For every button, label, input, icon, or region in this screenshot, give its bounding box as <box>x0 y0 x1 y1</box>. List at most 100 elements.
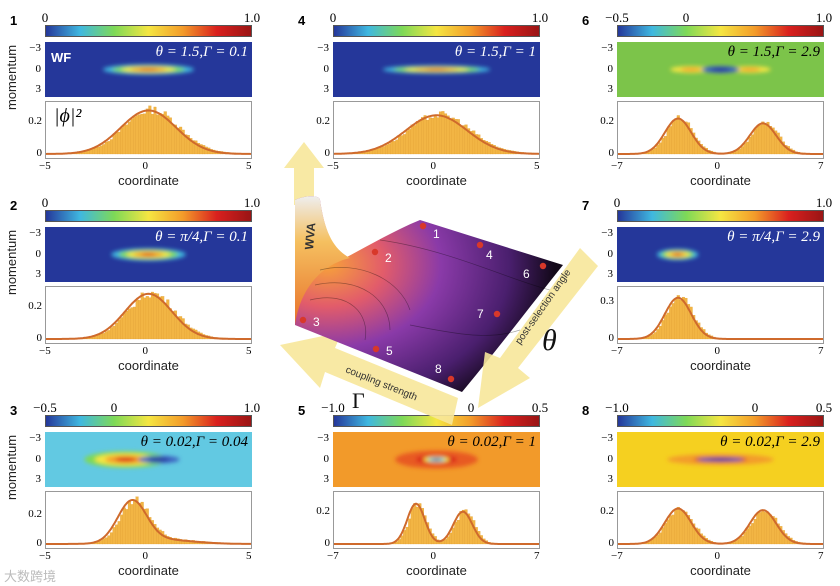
histogram-bar <box>763 124 767 155</box>
probability-histogram <box>617 101 824 159</box>
heatmap-contour <box>148 457 170 462</box>
histogram-bar <box>669 515 673 545</box>
momentum-tick: 3 <box>35 473 42 486</box>
panel-number: 2 <box>10 198 18 213</box>
colorbar-tick-label: 0 <box>110 400 118 415</box>
coordinate-axis-label: coordinate <box>118 563 179 578</box>
histogram-bar <box>446 536 450 545</box>
coordinate-axis-label: coordinate <box>118 358 179 373</box>
parameter-label: θ = 0.02,Γ = 2.9 <box>720 434 820 450</box>
histogram-bar <box>150 291 154 340</box>
histogram-bar <box>664 523 667 545</box>
coordinate-tick: 7 <box>534 550 540 562</box>
parameter-point <box>539 262 547 270</box>
panel-2: 2 0 1.0 θ = π/4,Γ = 0.1 3 0 −3 momentum 0 0.2 −5 0 5… <box>4 195 270 380</box>
histogram-y-tick: 0 <box>324 147 331 159</box>
parameter-point-label: 4 <box>486 248 493 262</box>
theory-curve <box>618 507 823 545</box>
histogram-bar <box>658 532 662 545</box>
panel-8: 8 −1.0 0 0.5 θ = 0.02,Γ = 2.9 3 0 −3 0 0.2 −7 0 7 coo… <box>582 400 840 585</box>
wigner-function-heatmap: θ = π/4,Γ = 2.9 <box>617 227 824 282</box>
parameter-point <box>299 316 307 324</box>
histogram-bar <box>743 142 747 155</box>
colorbar-tick-label: 1.0 <box>243 195 261 210</box>
colorbar-tick-label: 1.0 <box>815 10 833 25</box>
histogram-bar <box>133 306 136 340</box>
momentum-axis-label: momentum <box>4 229 19 295</box>
histogram-bar <box>656 534 660 545</box>
colorbar <box>45 25 252 37</box>
histogram-bar <box>102 144 106 155</box>
panel-5: 5 −1.0 0 0.5 θ = 0.02,Γ = 1 3 0 −3 0 0.2 −7 0 7 coord… <box>298 400 558 585</box>
histogram-bar <box>109 532 113 545</box>
wva-tube <box>295 196 350 325</box>
histogram-bar <box>125 310 129 340</box>
histogram-bar <box>156 114 160 155</box>
coordinate-tick: −5 <box>39 160 51 172</box>
panel-number: 8 <box>582 403 590 418</box>
histogram-bar <box>415 506 419 545</box>
wigner-function-heatmap: θ = 0.02,Γ = 2.9 <box>617 432 824 487</box>
histogram-bar <box>120 127 124 155</box>
histogram-bar <box>171 311 175 340</box>
theory-curve <box>46 499 251 545</box>
coordinate-tick: −7 <box>327 550 339 562</box>
parameter-point-label: 3 <box>313 315 320 329</box>
histogram-bar <box>125 509 129 545</box>
histogram-bar <box>104 331 108 340</box>
wva-arrow <box>284 142 324 205</box>
coordinate-tick: −7 <box>611 550 623 562</box>
momentum-axis-label: momentum <box>4 434 19 500</box>
probability-histogram <box>617 286 824 344</box>
histogram-bar <box>102 333 106 340</box>
heatmap-contour <box>139 68 158 71</box>
histogram-bar <box>153 292 157 340</box>
heatmap-contour <box>141 253 156 256</box>
histogram-bar <box>122 124 126 155</box>
wva-label: WVA <box>302 222 318 251</box>
histogram-bar <box>674 118 678 155</box>
histogram-bar <box>145 296 149 340</box>
panel-4: 4 0 1.0 θ = 1.5,Γ = 1 3 0 −3 0 0.2 −5 0 5 coordinate <box>298 10 558 195</box>
histogram-bar <box>456 519 460 545</box>
histogram-bar <box>753 128 757 155</box>
histogram-bar <box>746 141 749 155</box>
colorbar-tick-label: −1.0 <box>605 400 629 415</box>
histogram-bar <box>679 120 683 155</box>
histogram-bar <box>459 511 463 545</box>
coordinate-tick: −7 <box>611 345 623 357</box>
histogram-bar <box>761 509 765 545</box>
momentum-tick: −3 <box>29 431 41 444</box>
coordinate-tick: 0 <box>714 160 721 172</box>
histogram-bar <box>115 132 119 155</box>
histogram-bar <box>743 531 747 545</box>
histogram-bar <box>120 514 124 545</box>
probability-histogram <box>333 101 540 159</box>
histogram-y-tick: 0 <box>608 537 615 549</box>
histogram-bar <box>107 141 111 155</box>
histogram-bar <box>115 524 119 545</box>
heatmap-contour <box>115 457 137 462</box>
histogram-bar <box>107 330 111 340</box>
panel-number: 7 <box>582 198 590 213</box>
coordinate-tick: 0 <box>142 160 149 172</box>
momentum-tick: 3 <box>607 268 614 281</box>
coordinate-tick: 5 <box>246 345 252 357</box>
histogram-bar <box>661 320 665 340</box>
probability-histogram <box>333 491 540 549</box>
colorbar-tick-label: 0.5 <box>531 400 549 415</box>
colorbar <box>617 25 824 37</box>
histogram-bar <box>168 308 172 340</box>
histogram-y-tick: 0.2 <box>316 504 330 517</box>
histogram-bar <box>133 116 136 155</box>
wigner-function-heatmap: θ = 0.02,Γ = 1 <box>333 432 540 487</box>
histogram-bar <box>454 521 458 545</box>
parameter-label: θ = 1.5,Γ = 2.9 <box>727 44 820 60</box>
histogram-bar <box>176 127 180 155</box>
parameter-point <box>447 375 455 383</box>
histogram-bar <box>127 121 131 155</box>
histogram-bar <box>674 298 678 340</box>
histogram-bar <box>150 114 154 155</box>
probability-histogram <box>45 286 252 344</box>
histogram-bar <box>104 537 108 545</box>
